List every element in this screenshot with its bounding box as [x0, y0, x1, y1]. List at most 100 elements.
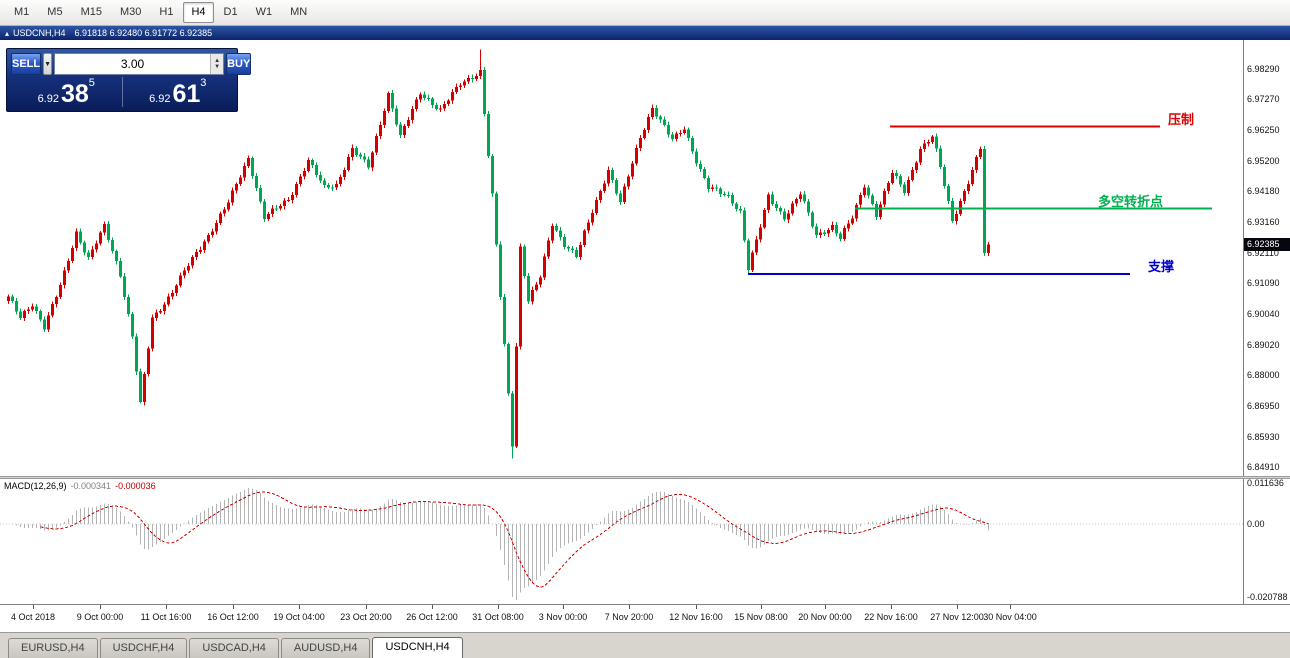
- timeframe-button-d1[interactable]: D1: [223, 6, 238, 18]
- timeframe-button-m5[interactable]: M5: [47, 6, 63, 18]
- time-axis-tick: [100, 605, 101, 609]
- price-axis-label: 6.89020: [1247, 339, 1280, 350]
- chevron-down-icon: ▼: [44, 60, 52, 68]
- timeframe-button-w1[interactable]: W1: [255, 6, 273, 18]
- timeframe-button-h1[interactable]: H1: [159, 6, 174, 18]
- time-axis-label: 22 Nov 16:00: [864, 612, 918, 622]
- sell-button[interactable]: SELL: [11, 53, 42, 75]
- buy-price-pip-digit: 3: [200, 77, 207, 89]
- time-axis-tick: [957, 605, 958, 609]
- time-axis-label: 31 Oct 08:00: [472, 612, 524, 622]
- time-axis-label: 11 Oct 16:00: [140, 612, 192, 622]
- price-axis-label: 6.84910: [1247, 462, 1280, 472]
- sell-price-big-digits: 38: [60, 80, 89, 108]
- price-axis-label: 6.92110: [1247, 247, 1279, 258]
- tab-usdcnh-h4[interactable]: USDCNH,H4: [372, 637, 463, 658]
- tab-eurusd-h4[interactable]: EURUSD,H4: [8, 638, 98, 658]
- volume-spinner[interactable]: ▲ ▼: [210, 54, 224, 74]
- time-axis[interactable]: 4 Oct 2018 9 Oct 00:00 11 Oct 16:00 16 Oct …: [0, 604, 1290, 632]
- time-axis-tick: [366, 605, 367, 609]
- timeframe-button-m15[interactable]: M15: [80, 6, 102, 18]
- buy-price-display[interactable]: 6.92 61 3: [121, 77, 234, 108]
- timeframe-button-mn[interactable]: MN: [290, 6, 308, 18]
- tab-audusd-h4[interactable]: AUDUSD,H4: [280, 638, 371, 658]
- macd-axis-label: -0.020788: [1247, 591, 1288, 602]
- macd-pane[interactable]: MACD(12,26,9) -0.000341 -0.000036: [0, 479, 1243, 604]
- chart-ohlc-values: 6.91818 6.92480 6.91772 6.92385: [74, 28, 213, 38]
- price-axis-label: 6.93160: [1247, 216, 1280, 227]
- pane-splitter[interactable]: [0, 476, 1290, 479]
- time-axis-tick: [299, 605, 300, 609]
- time-axis-tick: [432, 605, 433, 609]
- buy-button[interactable]: BUY: [226, 53, 252, 75]
- price-axis-label: 6.95200: [1247, 155, 1280, 166]
- tab-usdchf-h4[interactable]: USDCHF,H4: [99, 638, 188, 658]
- timeframe-button-m30[interactable]: M30: [119, 6, 142, 18]
- time-axis-tick: [33, 605, 34, 609]
- macd-main-value: -0.000341: [70, 481, 112, 491]
- price-axis-label: 6.96250: [1247, 124, 1280, 135]
- macd-axis: 0.011636 0.00 -0.020788: [1243, 479, 1290, 604]
- spin-up-icon[interactable]: ▲: [214, 58, 221, 64]
- timeframe-toolbar: M1 M5 M15 M30 H1 H4 D1 W1 MN: [0, 0, 1290, 26]
- time-axis-tick: [825, 605, 826, 609]
- price-axis-label: 6.88000: [1247, 370, 1280, 381]
- price-axis[interactable]: 6.92385 6.98290 6.97270 6.96250 6.95200 6.94…: [1243, 40, 1290, 476]
- time-axis-tick: [166, 605, 167, 609]
- buy-price-prefix: 6.92: [149, 93, 171, 105]
- time-axis-label: 16 Oct 12:00: [207, 612, 259, 622]
- support-label: 支撑: [1148, 259, 1175, 275]
- time-axis-tick: [696, 605, 697, 609]
- price-axis-label: 6.98290: [1247, 64, 1280, 74]
- time-axis-label: 15 Nov 08:00: [734, 612, 788, 622]
- time-axis-tick: [233, 605, 234, 609]
- macd-name: MACD(12,26,9): [4, 481, 67, 491]
- time-axis-label: 12 Nov 16:00: [669, 612, 723, 622]
- timeframe-button-h4[interactable]: H4: [183, 2, 214, 23]
- time-axis-label: 7 Nov 20:00: [604, 612, 654, 622]
- chart-symbol: USDCNH,H4: [13, 28, 66, 38]
- tab-usdcad-h4[interactable]: USDCAD,H4: [189, 638, 279, 658]
- order-options-dropdown[interactable]: ▼: [43, 53, 53, 75]
- resistance-label: 压制: [1168, 112, 1195, 128]
- volume-field: ▲ ▼: [54, 53, 225, 75]
- macd-axis-label: 0.00: [1247, 519, 1265, 529]
- chart-window-icon: ▴: [5, 29, 10, 38]
- time-axis-tick: [1010, 605, 1011, 609]
- candlestick-chart: [7, 49, 1212, 459]
- long-short-pivot-label: 多空转折点: [1098, 194, 1164, 210]
- price-axis-label: 6.97270: [1247, 94, 1280, 105]
- sell-price-prefix: 6.92: [37, 93, 59, 105]
- macd-axis-label: 0.011636: [1247, 479, 1284, 489]
- timeframe-button-m1[interactable]: M1: [14, 6, 30, 18]
- time-axis-label: 19 Oct 04:00: [273, 612, 325, 622]
- price-axis-label: 6.90040: [1247, 309, 1280, 320]
- sell-price-display[interactable]: 6.92 38 5: [11, 77, 122, 107]
- macd-indicator-label: MACD(12,26,9) -0.000341 -0.000036: [4, 481, 156, 491]
- spin-down-icon[interactable]: ▼: [214, 64, 221, 70]
- time-axis-tick: [891, 605, 892, 609]
- price-axis-label: 6.86950: [1247, 401, 1280, 412]
- time-axis-label: 3 Nov 00:00: [538, 612, 588, 622]
- time-axis-label: 30 Nov 04:00: [983, 612, 1037, 622]
- time-axis-label: 26 Oct 12:00: [406, 612, 458, 622]
- chart-title-bar: ▴ USDCNH,H4 6.91818 6.92480 6.91772 6.9238…: [0, 26, 1290, 40]
- time-axis-label: 9 Oct 00:00: [76, 612, 124, 622]
- time-axis-tick: [563, 605, 564, 609]
- time-axis-tick: [629, 605, 630, 609]
- current-price-badge: 6.92385: [1244, 238, 1290, 252]
- volume-input[interactable]: [55, 54, 211, 74]
- time-axis-label: 27 Nov 12:00: [930, 612, 984, 622]
- macd-chart: [0, 487, 1243, 600]
- price-axis-label: 6.85930: [1247, 431, 1280, 442]
- sell-price-pip-digit: 5: [88, 77, 95, 89]
- chart-tabs-bar: EURUSD,H4 USDCHF,H4 USDCAD,H4 AUDUSD,H4 USDC…: [0, 632, 1290, 658]
- macd-signal-value: -0.000036: [115, 481, 156, 491]
- time-axis-tick: [498, 605, 499, 609]
- buy-price-big-digits: 61: [172, 80, 201, 108]
- time-axis-label: 20 Nov 00:00: [798, 612, 852, 622]
- time-axis-label: 23 Oct 20:00: [340, 612, 392, 622]
- price-axis-label: 6.94180: [1247, 186, 1280, 197]
